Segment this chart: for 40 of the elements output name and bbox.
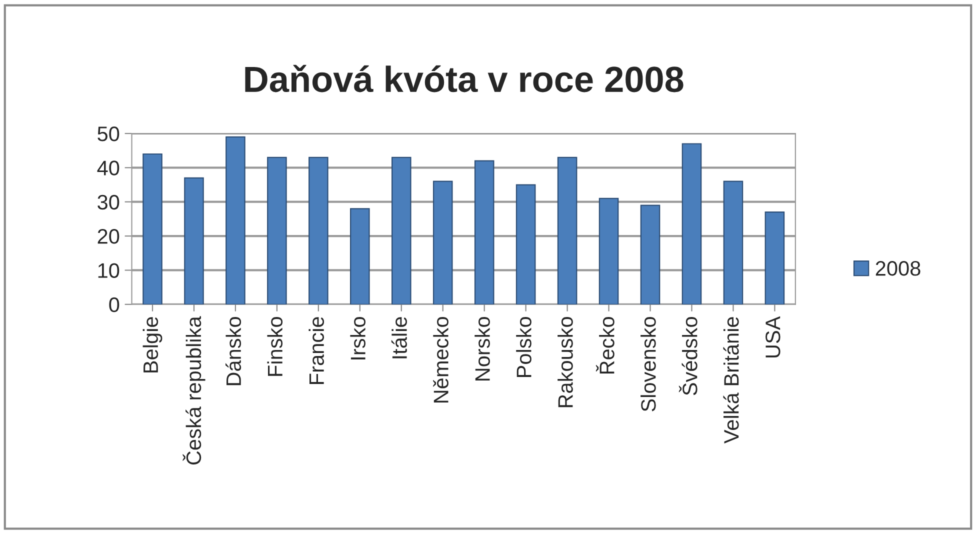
x-tick-label: Německo [433,317,448,402]
x-tick-label: Řecko [596,317,614,374]
x-tick-label: Velká Británie [723,317,739,444]
bar [432,180,453,304]
x-tick-label: Česká republika [182,316,206,465]
x-tick-label: Švédsko [678,317,698,396]
x-tick-label: Finsko [267,317,283,376]
bar [598,198,619,304]
x-tick-label: Rakousko [558,317,573,408]
x-tick-label: Irsko [350,317,366,360]
bar [764,212,785,304]
x-tick-label: Itálie [391,317,407,358]
chart-title: Daňová kvóta v roce 2008 [245,64,684,92]
x-tick-label: Dánsko [226,317,242,386]
bar [474,160,494,304]
x-tick-label: USA [766,316,780,358]
bar [723,180,744,304]
bar [640,204,660,304]
x-tick-label: Slovensko [640,317,656,412]
y-tick-label: 20 [98,229,120,244]
bar [267,156,287,304]
bar [682,143,702,304]
y-tick-label: 0 [109,297,120,312]
bar [184,177,204,304]
y-tick-label: 10 [98,263,120,278]
x-tick-label: Belgie [142,317,162,372]
bar [516,184,536,304]
bar [142,153,162,304]
x-tick-label: Polsko [516,317,532,378]
y-tick-label: 30 [98,194,120,210]
y-tick-label: 40 [97,160,120,176]
bar [557,156,578,304]
bar [391,156,412,304]
x-tick-label: Francie [308,317,324,384]
y-tick-label: 50 [98,126,120,142]
bar [226,136,246,304]
x-tick-label: Norsko [474,317,490,380]
bar [308,156,328,304]
bar [350,208,370,304]
legend-label: 2008 [876,261,920,276]
